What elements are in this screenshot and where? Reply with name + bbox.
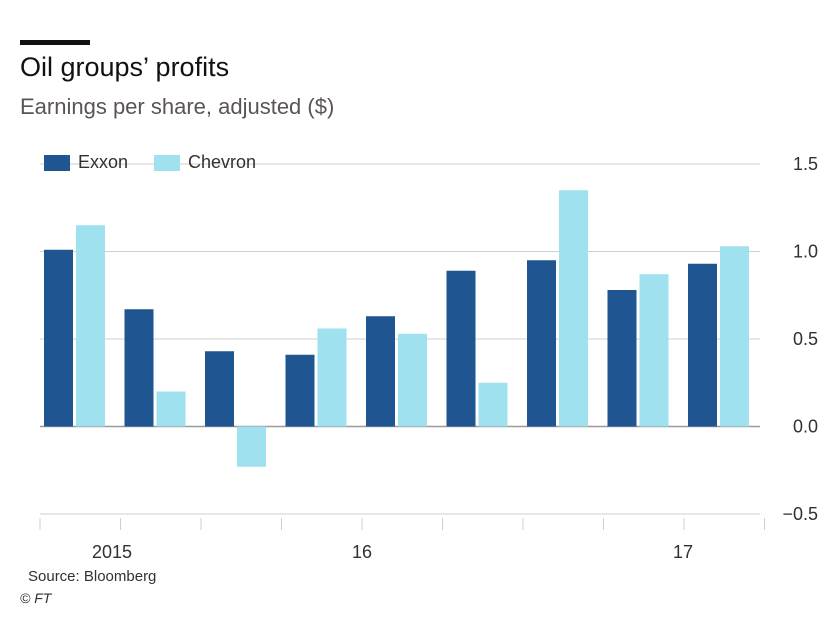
chart-title: Oil groups’ profits (20, 52, 230, 82)
y-tick-label: −0.5 (782, 504, 818, 524)
bar-chevron (478, 382, 508, 427)
legend-item-exxon[interactable]: Exxon (44, 152, 128, 173)
x-tick-label: 16 (352, 542, 372, 562)
y-tick-label: 0.0 (793, 417, 818, 437)
bar-exxon (205, 351, 234, 427)
legend-swatch-chevron (154, 154, 181, 171)
bar-chevron (76, 225, 105, 427)
legend-item-chevron[interactable]: Chevron (154, 152, 256, 173)
x-tick-label: 2015 (92, 542, 132, 562)
bar-exxon (607, 290, 637, 427)
bar-chevron (720, 246, 749, 427)
credit-note: © FT (20, 590, 52, 606)
bar-exxon (688, 263, 717, 427)
x-tick-label: 17 (673, 542, 693, 562)
bar-exxon (44, 249, 73, 427)
source-note: Source: Bloomberg (28, 568, 157, 585)
y-tick-label: 0.5 (793, 329, 818, 349)
y-tick-label: 1.0 (793, 242, 818, 262)
bar-chevron (398, 333, 427, 427)
chart-subtitle: Earnings per share, adjusted ($) (20, 94, 335, 119)
bar-chevron (237, 426, 266, 467)
bar-exxon (446, 270, 476, 427)
bar-exxon (366, 316, 395, 427)
y-tick-label: 1.5 (793, 154, 818, 174)
bar-chevron (317, 328, 347, 427)
bar-exxon (124, 309, 154, 427)
bar-chevron (559, 190, 588, 427)
legend: Exxon Chevron (44, 152, 256, 173)
legend-label-chevron: Chevron (188, 152, 257, 172)
legend-swatch-exxon (44, 154, 70, 171)
bar-chevron (639, 274, 669, 427)
bar-chevron (156, 391, 186, 427)
bar-exxon (527, 260, 556, 427)
legend-label-exxon: Exxon (78, 152, 129, 172)
title-rule (20, 40, 90, 45)
bar-exxon (285, 354, 315, 427)
